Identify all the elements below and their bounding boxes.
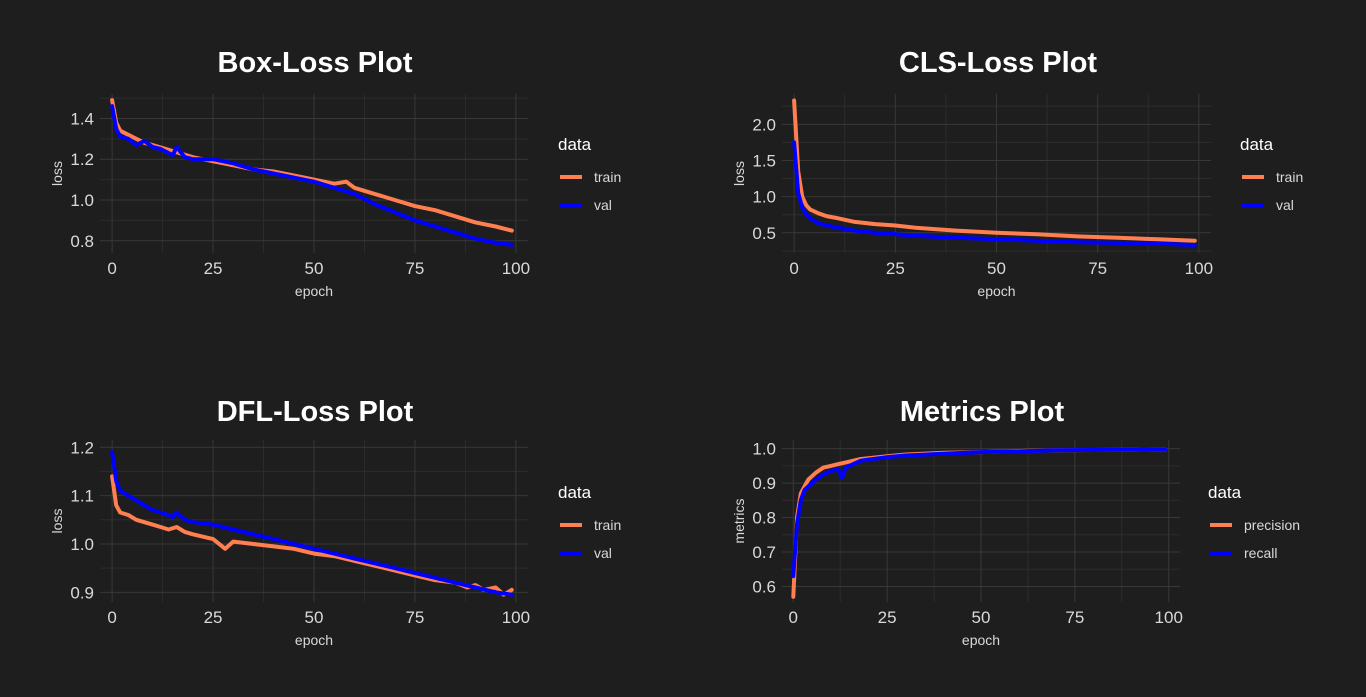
y-tick-label: 0.8 [752,509,776,528]
chart-panel-1: 0 25 50 75 100 0.5 1.0 1.5 2.0 CLS-Loss Plot epoch… [731,47,1303,299]
x-tick-label: 100 [1155,608,1183,627]
y-tick-label: 0.9 [752,474,776,493]
x-tick-label: 0 [789,259,798,278]
y-tick-label: 2.0 [752,115,776,134]
y-axis-label: loss [731,161,747,186]
legend-label-val: val [1276,197,1294,213]
series-line-val [792,140,1197,248]
series-line-recall [791,447,1167,579]
y-tick-label: 0.5 [752,224,776,243]
y-axis-label: loss [49,161,65,186]
x-axis-label: epoch [962,632,1000,648]
legend-label-precision: precision [1244,517,1300,533]
y-tick-label: 1.0 [752,188,776,207]
chart-title: CLS-Loss Plot [899,47,1098,79]
y-tick-label: 1.2 [70,150,94,169]
x-tick-label: 25 [204,259,223,278]
y-axis-label: metrics [731,498,747,543]
x-tick-label: 25 [886,259,905,278]
y-tick-label: 0.7 [752,543,776,562]
x-axis-label: epoch [295,283,333,299]
x-tick-label: 100 [1185,259,1213,278]
x-tick-label: 75 [405,608,424,627]
y-tick-label: 1.0 [70,535,94,554]
x-tick-label: 0 [789,608,798,627]
x-tick-label: 75 [1065,608,1084,627]
series-line-precision [791,447,1167,599]
x-tick-label: 100 [502,259,530,278]
y-tick-label: 1.1 [70,487,94,506]
x-tick-label: 50 [972,608,991,627]
legend-title: data [1208,483,1242,502]
y-tick-label: 1.0 [752,440,776,459]
legend-label-train: train [594,517,621,533]
x-tick-label: 50 [305,608,324,627]
y-tick-label: 0.8 [70,232,94,251]
y-tick-label: 1.4 [70,109,94,128]
series-line-val [110,450,514,597]
y-tick-label: 1.5 [752,151,776,170]
y-tick-label: 0.6 [752,577,776,596]
series-line-val [110,104,514,247]
legend-title: data [558,135,592,154]
y-tick-label: 0.9 [70,583,94,602]
chart-panel-0: 0 25 50 75 100 0.8 1.0 1.2 1.4 Box-Loss Plot epoch… [49,47,621,299]
legend-title: data [1240,135,1274,154]
x-axis-label: epoch [977,283,1015,299]
x-tick-label: 100 [502,608,530,627]
legend-title: data [558,483,592,502]
y-tick-label: 1.0 [70,191,94,210]
series-line-train [792,98,1197,243]
legend-label-val: val [594,545,612,561]
series-line-train [110,98,514,233]
x-axis-label: epoch [295,632,333,648]
x-tick-label: 0 [107,259,116,278]
y-axis-label: loss [49,509,65,534]
legend-label-train: train [1276,169,1303,185]
x-tick-label: 50 [987,259,1006,278]
y-tick-label: 1.2 [70,438,94,457]
x-tick-label: 50 [305,259,324,278]
x-tick-label: 25 [204,608,223,627]
series-line-train [110,474,514,597]
legend-label-val: val [594,197,612,213]
chart-panel-2: 0 25 50 75 100 0.9 1.0 1.1 1.2 DFL-Loss Plot epoch… [49,396,621,648]
chart-title: Box-Loss Plot [218,47,413,79]
x-tick-label: 75 [1088,259,1107,278]
chart-title: DFL-Loss Plot [217,396,414,428]
legend-label-train: train [594,169,621,185]
x-tick-label: 0 [107,608,116,627]
x-tick-label: 25 [878,608,897,627]
chart-title: Metrics Plot [900,396,1065,428]
x-tick-label: 75 [405,259,424,278]
legend-label-recall: recall [1244,545,1277,561]
chart-panel-3: 0 25 50 75 100 0.6 0.7 0.8 0.9 1.0 Metrics Plot epo… [731,396,1300,648]
